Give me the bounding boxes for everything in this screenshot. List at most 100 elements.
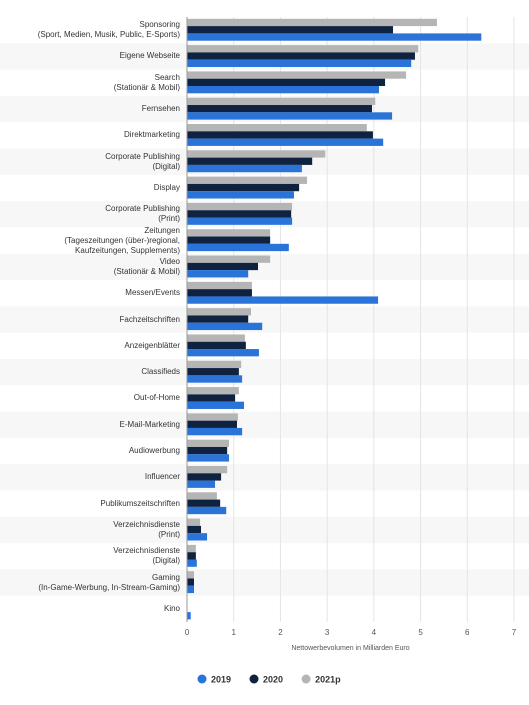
bar: [187, 322, 263, 331]
bar: [187, 86, 379, 94]
category-label: Sponsoring (Sport, Medien, Musik, Public…: [37, 20, 180, 40]
category-label: Corporate Publishing (Print): [105, 204, 180, 224]
bar: [187, 33, 482, 41]
bar: [187, 368, 239, 376]
bar: [187, 289, 252, 297]
bar: [187, 499, 221, 507]
x-tick-label: 5: [418, 628, 423, 637]
legend-label: 2019: [211, 674, 231, 684]
bar: [187, 454, 230, 462]
legend-swatch: [301, 674, 311, 684]
x-tick-label: 0: [185, 628, 190, 637]
bar: [187, 473, 222, 481]
bar: [187, 78, 386, 87]
bar: [187, 202, 293, 211]
bar: [187, 97, 376, 106]
category-label: Direktmarketing: [123, 130, 180, 140]
bar: [187, 360, 242, 369]
legend-swatch: [197, 674, 207, 684]
bar: [187, 26, 394, 34]
bar: [187, 571, 195, 579]
bar: [187, 210, 292, 218]
bar: [187, 112, 393, 120]
bar: [187, 105, 372, 113]
category-label: Display: [153, 182, 180, 192]
bar: [187, 375, 243, 383]
bar: [187, 544, 196, 553]
bar: [187, 559, 197, 567]
bar: [187, 578, 195, 586]
bar: [187, 387, 239, 395]
bar: [187, 492, 217, 500]
bar: [187, 465, 228, 474]
category-label: Kino: [163, 603, 180, 613]
bar: [187, 138, 384, 146]
row-band: [0, 464, 529, 491]
bar: [187, 45, 419, 53]
bar: [187, 262, 259, 271]
category-label: Eigene Webseite: [119, 51, 180, 61]
bar: [187, 518, 201, 526]
row-band: [0, 306, 529, 333]
x-tick-label: 3: [325, 628, 330, 637]
x-tick-label: 2: [278, 628, 283, 637]
row-band: [0, 569, 529, 596]
bar: [187, 439, 230, 447]
legend-label: 2020: [263, 674, 283, 684]
bar: [187, 176, 308, 184]
bar: [187, 281, 252, 290]
bar: [187, 341, 246, 350]
category-label: Video (Stationär & Mobil): [113, 256, 180, 276]
category-label: E-Mail-Marketing: [119, 419, 180, 429]
row-band: [0, 411, 529, 438]
category-label: Anzeigenblätter: [124, 340, 180, 350]
category-label: Publikumszeitschriften: [100, 498, 180, 508]
bar: [187, 480, 216, 488]
row-band: [0, 358, 529, 386]
bar: [187, 157, 313, 165]
x-tick-label: 1: [231, 628, 236, 637]
x-tick-label: 7: [512, 628, 517, 637]
bar: [187, 18, 437, 27]
category-label: Fachzeitschriften: [119, 314, 180, 324]
bar: [187, 217, 293, 225]
bar: [187, 427, 243, 436]
bar: [187, 296, 379, 304]
bar: [187, 552, 196, 560]
category-label: Messen/Events: [125, 288, 180, 298]
row-band: [0, 516, 529, 544]
bar: [187, 308, 251, 316]
bar: [187, 52, 415, 60]
bar: [187, 243, 289, 252]
bar: [187, 164, 302, 173]
bar: [187, 150, 326, 158]
category-label: Verzeichnisdienste (Print): [113, 519, 180, 539]
category-label: Influencer: [144, 472, 180, 482]
category-label: Gaming (In-Game-Werbung, In-Stream-Gamin…: [38, 572, 180, 592]
legend-swatch: [249, 674, 259, 684]
bar: [187, 413, 238, 421]
bar: [187, 270, 249, 278]
legend-label: 2021p: [315, 674, 341, 684]
bar: [187, 131, 373, 139]
bar: [187, 446, 228, 455]
bar: [187, 183, 300, 192]
bar: [187, 533, 208, 541]
category-label: Zeitungen (Tageszeitungen (über-)regiona…: [64, 225, 180, 255]
bar: [187, 255, 271, 263]
bar: [187, 349, 259, 357]
bar: [187, 229, 271, 237]
bar: [187, 420, 237, 428]
bar: [187, 525, 202, 534]
category-label: Classifieds: [141, 367, 180, 377]
bar: [187, 315, 249, 323]
category-label: Out-of-Home: [133, 393, 180, 403]
bar: [187, 585, 195, 594]
bar: [187, 401, 244, 409]
category-label: Corporate Publishing (Digital): [105, 151, 180, 171]
bar: [187, 191, 294, 199]
bar: [187, 59, 412, 68]
category-label: Audiowerbung: [128, 446, 180, 456]
bar: [187, 236, 271, 244]
